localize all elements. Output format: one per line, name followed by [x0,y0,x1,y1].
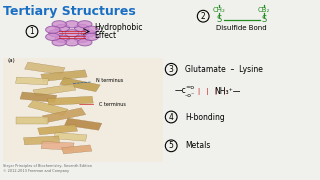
Bar [60,78,100,92]
Text: Tertiary Structures: Tertiary Structures [3,5,136,18]
Ellipse shape [84,33,99,40]
Text: 3: 3 [169,65,174,74]
Bar [42,108,86,123]
Text: Effect: Effect [94,31,116,40]
Ellipse shape [81,30,95,37]
Ellipse shape [46,26,60,33]
Text: | | | |: | | | | [197,88,227,95]
Ellipse shape [52,21,67,28]
Text: NH₃⁺—: NH₃⁺— [214,87,241,96]
Ellipse shape [65,30,79,37]
Bar [41,141,74,150]
Bar [41,70,87,81]
Text: Stryer Principles of Biochemistry, Seventh Edition
© 2012-2013 Freeman and Compa: Stryer Principles of Biochemistry, Seven… [3,164,92,173]
Ellipse shape [78,21,92,28]
Text: S: S [261,15,267,24]
Text: Metals: Metals [185,141,210,150]
Text: CB₂: CB₂ [258,7,270,13]
Ellipse shape [78,39,92,46]
Bar [33,84,76,96]
Bar [65,118,102,130]
Text: —c: —c [174,86,186,95]
Ellipse shape [65,39,79,46]
Bar [62,145,92,154]
Ellipse shape [84,26,99,33]
Ellipse shape [55,35,70,42]
Bar [48,96,93,105]
Text: C terminus: C terminus [80,102,126,107]
Text: 5: 5 [169,141,174,150]
Bar [38,124,77,135]
Ellipse shape [49,30,63,37]
Text: Disulfide Bond: Disulfide Bond [216,25,267,31]
Ellipse shape [46,33,60,40]
Text: –o⁻: –o⁻ [185,93,195,98]
Text: N terminus: N terminus [73,78,123,84]
FancyBboxPatch shape [3,58,163,162]
Text: 1: 1 [30,27,34,36]
Text: Hydrophobic: Hydrophobic [94,23,143,32]
Text: Glutamate  –  Lysine: Glutamate – Lysine [185,65,263,74]
Ellipse shape [74,24,89,31]
Ellipse shape [74,35,89,42]
Text: S: S [217,15,222,24]
Text: (a): (a) [8,58,16,63]
Text: CH₂: CH₂ [213,7,226,13]
Ellipse shape [65,21,79,28]
Bar [16,77,48,85]
Text: 2: 2 [201,12,205,21]
Ellipse shape [55,24,70,31]
Bar [28,100,68,116]
Ellipse shape [52,39,67,46]
Text: H-bonding: H-bonding [185,112,225,122]
Bar [16,117,48,124]
Bar [54,132,87,141]
Text: =o: =o [185,85,194,90]
Text: 4: 4 [169,112,174,122]
Bar [23,136,60,145]
Bar [25,62,65,75]
Bar [20,92,57,102]
